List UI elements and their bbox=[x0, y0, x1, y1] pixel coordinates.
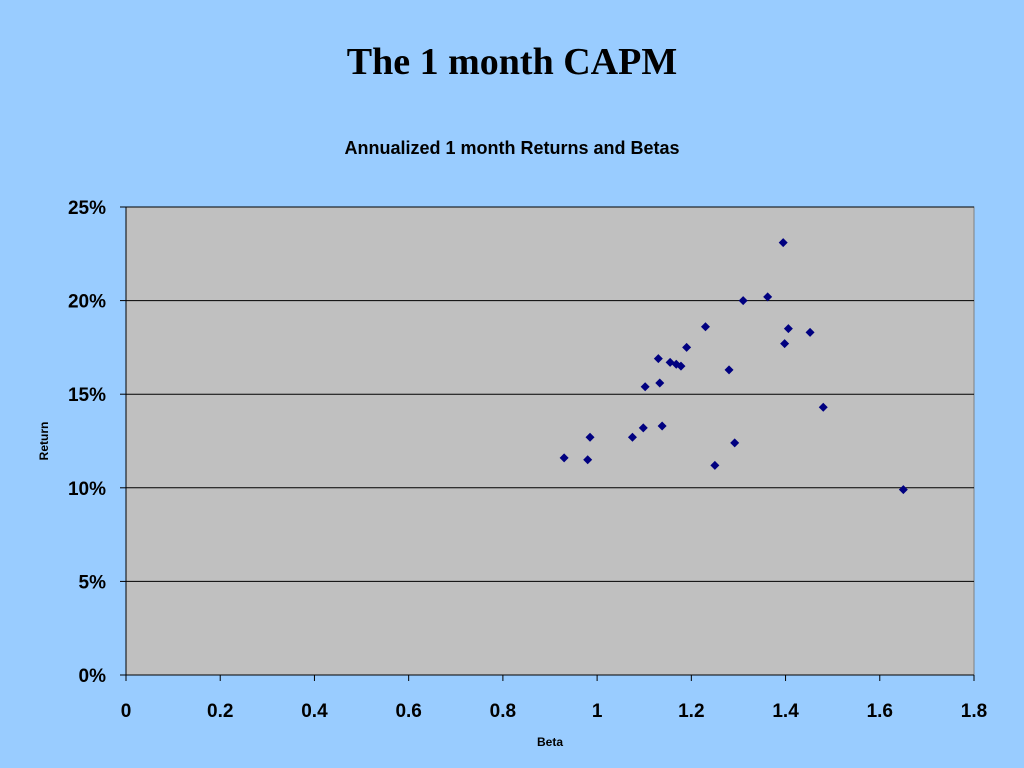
y-axis-title: Return bbox=[37, 422, 51, 461]
data-point bbox=[783, 324, 793, 334]
x-axis-ticks: 0 0.2 0.4 0.6 0.8 1 1.2 1.4 1.6 1.8 bbox=[121, 675, 987, 722]
data-point bbox=[898, 485, 908, 495]
x-tick-label: 0.6 bbox=[395, 701, 421, 722]
y-tick-label: 15% bbox=[68, 385, 106, 406]
data-point bbox=[676, 361, 686, 371]
y-tick-label: 25% bbox=[68, 198, 106, 219]
data-point bbox=[583, 455, 593, 465]
x-tick-label: 1.6 bbox=[867, 701, 893, 722]
data-point bbox=[805, 327, 815, 337]
data-point bbox=[585, 432, 595, 442]
data-point bbox=[655, 378, 665, 388]
data-point bbox=[724, 365, 734, 375]
x-axis-title: Beta bbox=[537, 735, 563, 749]
data-point bbox=[657, 421, 667, 431]
data-point bbox=[627, 432, 637, 442]
data-point bbox=[778, 238, 788, 248]
data-point bbox=[653, 354, 663, 364]
data-point bbox=[638, 423, 648, 433]
plot-area bbox=[125, 206, 975, 676]
data-point bbox=[730, 438, 740, 448]
x-tick-label: 1 bbox=[592, 701, 603, 722]
data-point bbox=[710, 460, 720, 470]
data-point bbox=[763, 292, 773, 302]
chart-title: Annualized 1 month Returns and Betas bbox=[344, 138, 679, 158]
x-tick-label: 0 bbox=[121, 701, 132, 722]
x-tick-label: 0.2 bbox=[207, 701, 233, 722]
x-tick-label: 0.8 bbox=[490, 701, 516, 722]
y-tick-label: 0% bbox=[79, 666, 107, 687]
data-point bbox=[738, 296, 748, 306]
axes bbox=[125, 207, 974, 676]
slide-title: The 1 month CAPM bbox=[346, 41, 678, 83]
x-tick-label: 0.4 bbox=[301, 701, 328, 722]
data-point bbox=[682, 342, 692, 352]
y-axis-ticks: 0% 5% 10% 15% 20% 25% bbox=[68, 198, 126, 687]
x-tick-label: 1.2 bbox=[678, 701, 704, 722]
data-point bbox=[559, 453, 569, 463]
x-tick-label: 1.8 bbox=[961, 701, 987, 722]
y-tick-label: 20% bbox=[68, 292, 106, 313]
x-tick-label: 1.4 bbox=[772, 701, 799, 722]
data-point bbox=[818, 402, 828, 412]
data-points bbox=[559, 238, 908, 495]
gridlines bbox=[126, 206, 974, 582]
y-tick-label: 10% bbox=[68, 479, 106, 500]
data-point bbox=[640, 382, 650, 392]
data-point bbox=[780, 339, 790, 349]
data-point bbox=[700, 322, 710, 332]
y-tick-label: 5% bbox=[79, 572, 107, 593]
